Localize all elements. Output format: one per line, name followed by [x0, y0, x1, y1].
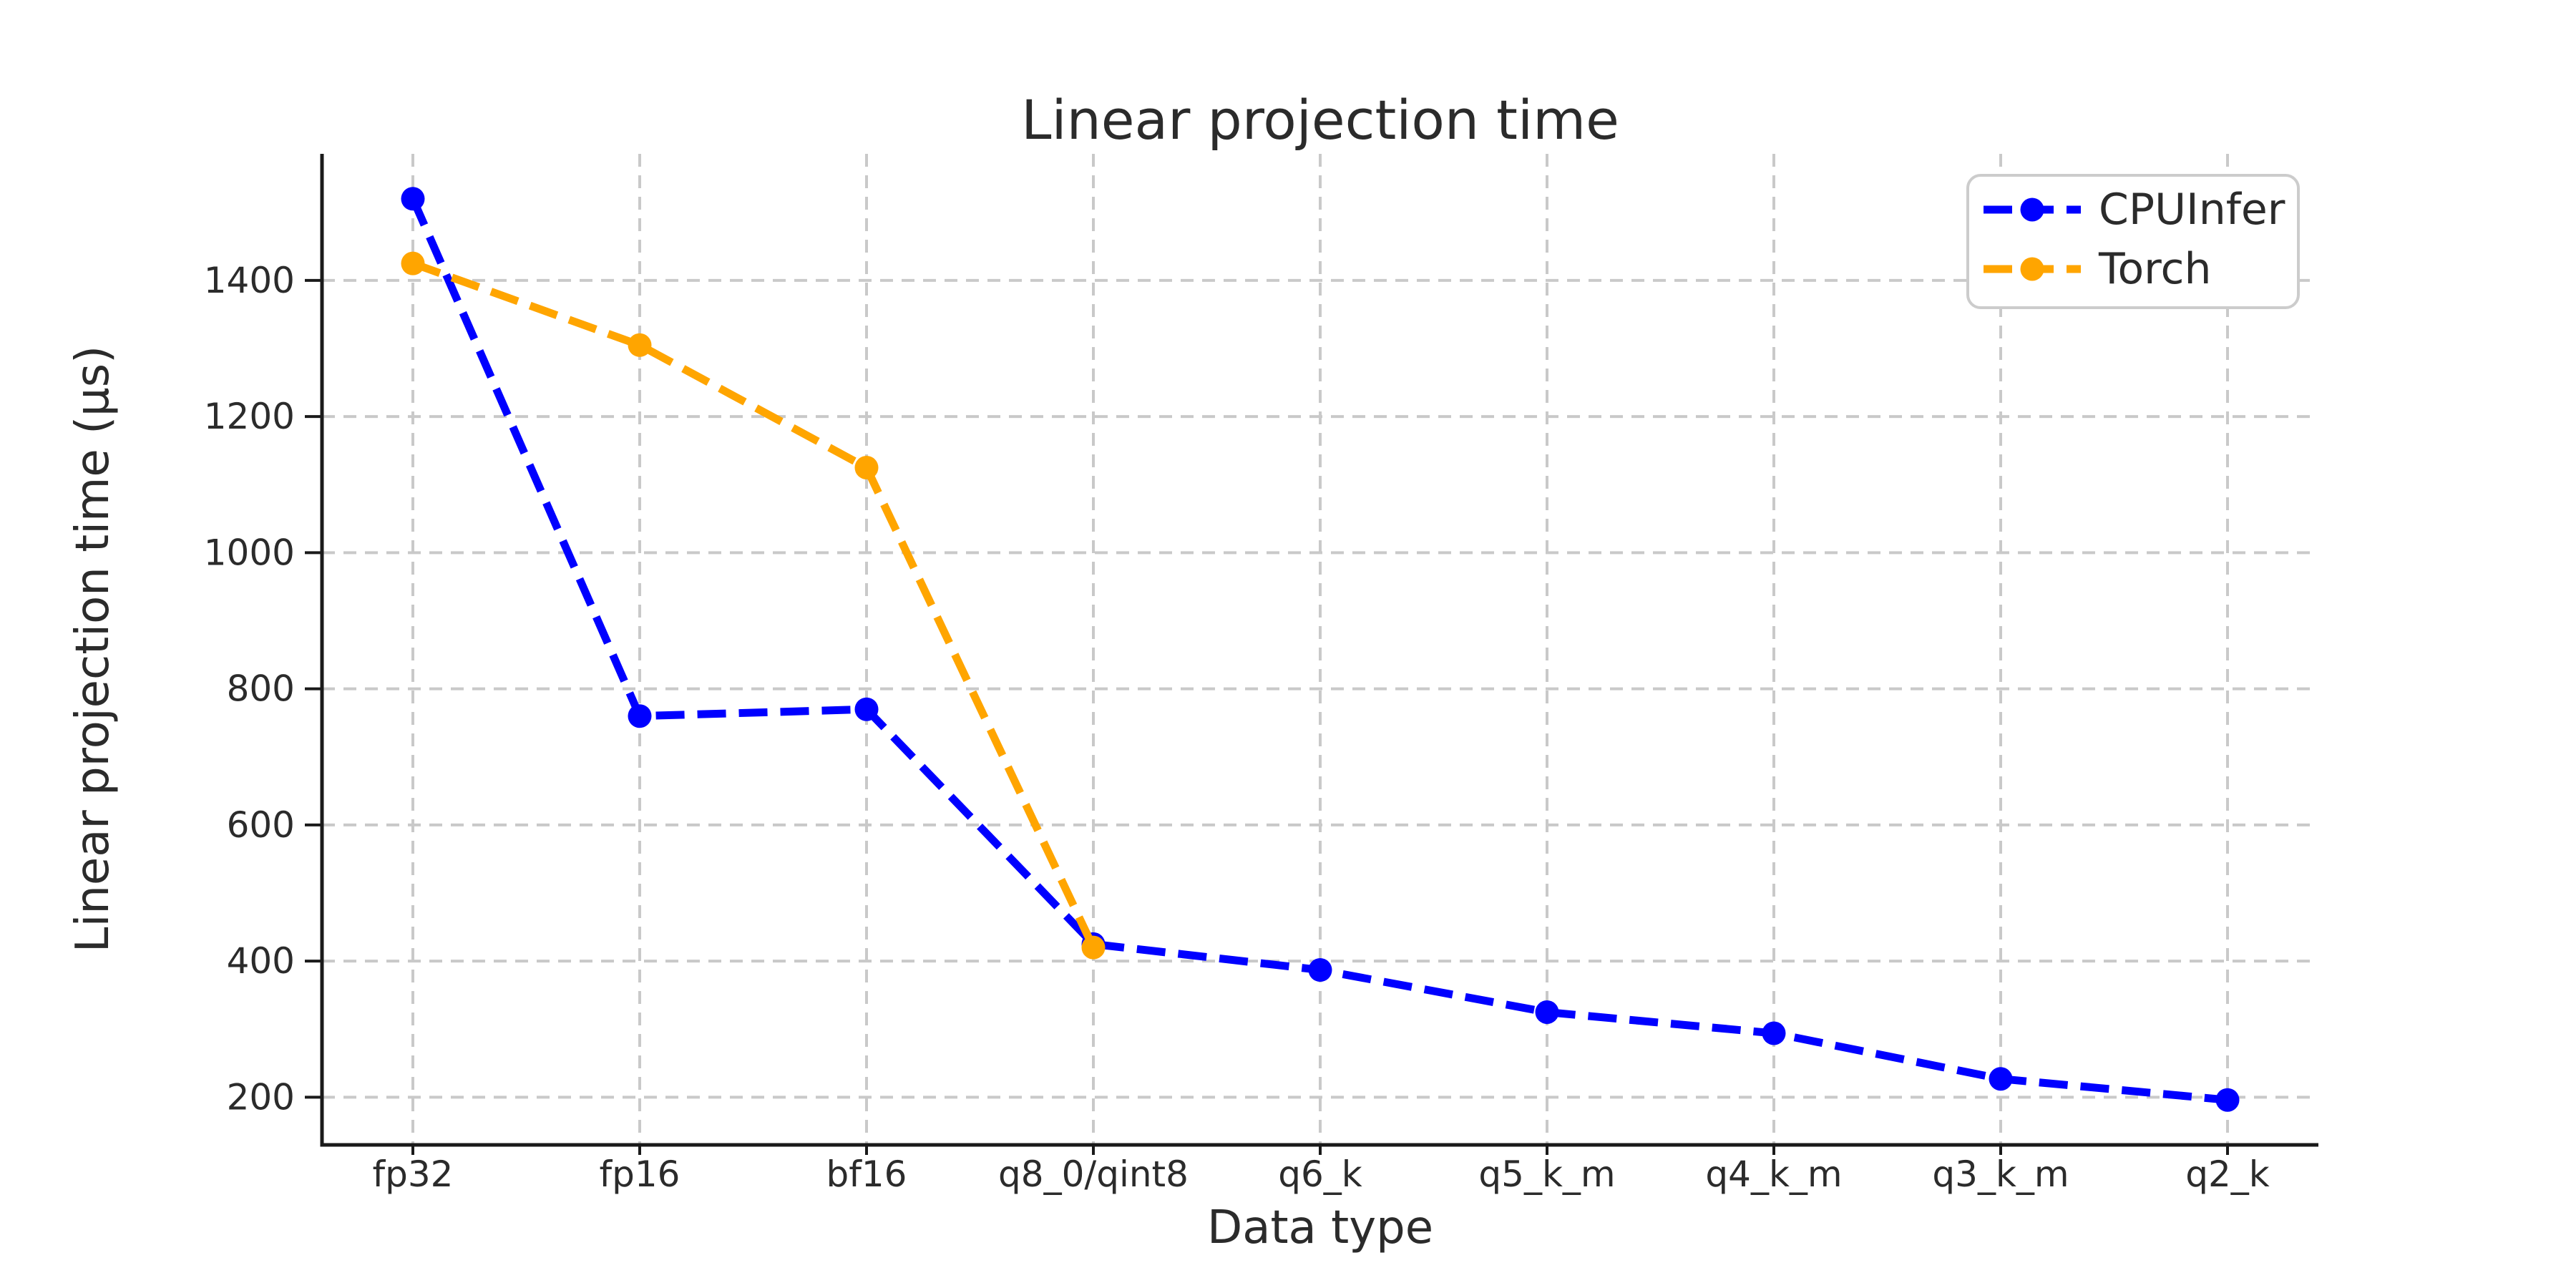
series-line-Torch — [411, 259, 1097, 950]
y-tick-label-1400: 1400 — [204, 260, 295, 301]
y-tick-label-800: 800 — [227, 668, 295, 710]
x-tick-label-fp16: fp16 — [600, 1153, 680, 1195]
legend-sample-marker-Torch — [2020, 257, 2044, 281]
y-tick-label-200: 200 — [227, 1076, 295, 1118]
data-point-CPUInfer-bf16 — [854, 697, 879, 721]
x-tick-label-q4_k_m: q4_k_m — [1705, 1153, 1842, 1195]
data-point-CPUInfer-fp16 — [628, 704, 652, 728]
x-tick-label-q3_k_m: q3_k_m — [1932, 1153, 2069, 1195]
y-axis-title: Linear projection time (µs) — [67, 345, 119, 953]
x-tick-label-bf16: bf16 — [826, 1153, 907, 1195]
y-tick-label-400: 400 — [227, 940, 295, 982]
x-tick-label-q2_k: q2_k — [2185, 1153, 2270, 1195]
data-point-CPUInfer-q6_k — [1308, 958, 1332, 982]
y-tick-label-600: 600 — [227, 804, 295, 846]
x-axis-title: Data type — [1206, 1201, 1434, 1254]
data-point-CPUInfer-q5_k_m — [1535, 1000, 1559, 1025]
x-tick-label-fp32: fp32 — [373, 1153, 454, 1195]
x-tick-label-q5_k_m: q5_k_m — [1478, 1153, 1615, 1195]
data-point-CPUInfer-fp32 — [401, 187, 425, 211]
data-point-Torch-fp32 — [401, 251, 425, 275]
x-tick-label-q6_k: q6_k — [1278, 1153, 1362, 1195]
y-tick-label-1000: 1000 — [204, 532, 295, 573]
data-point-Torch-fp16 — [628, 333, 652, 357]
data-point-CPUInfer-q2_k — [2215, 1088, 2240, 1112]
legend-label-Torch: Torch — [2098, 244, 2212, 294]
x-tick-label-q8_0/qint8: q8_0/qint8 — [998, 1153, 1189, 1195]
data-point-Torch-bf16 — [854, 456, 879, 480]
legend-sample-marker-CPUInfer — [2020, 197, 2044, 222]
data-point-CPUInfer-q3_k_m — [1989, 1067, 2013, 1091]
data-point-CPUInfer-q4_k_m — [1762, 1021, 1786, 1045]
chart-title: Linear projection time — [1021, 88, 1619, 152]
y-tick-label-1200: 1200 — [204, 396, 295, 437]
legend-label-CPUInfer: CPUInfer — [2099, 185, 2285, 235]
data-point-Torch-q8_0/qint8 — [1081, 935, 1106, 960]
